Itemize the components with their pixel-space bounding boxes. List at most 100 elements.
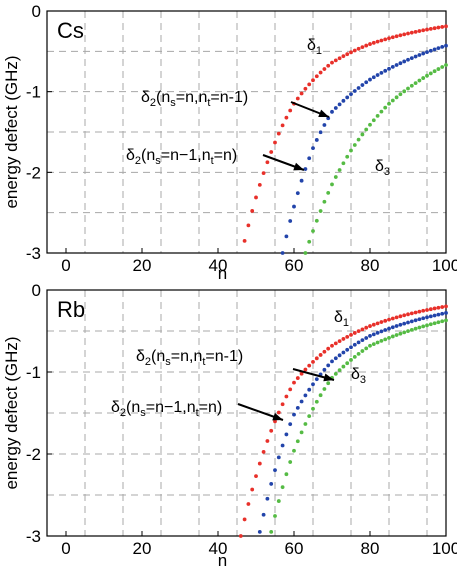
data-point <box>349 50 353 55</box>
data-point <box>413 81 418 85</box>
plot-frame <box>46 10 447 254</box>
data-point <box>352 331 357 335</box>
data-point <box>406 312 410 317</box>
data-point <box>425 27 429 32</box>
data-point <box>276 410 281 415</box>
data-point <box>273 419 277 424</box>
data-point <box>406 57 410 62</box>
annotation-part: t <box>196 407 199 419</box>
data-point <box>444 304 448 309</box>
data-point <box>413 29 418 34</box>
data-point <box>318 209 323 213</box>
data-point <box>432 321 437 326</box>
series-δ1 <box>238 304 448 538</box>
data-point <box>356 86 361 90</box>
data-point <box>402 330 407 335</box>
y-tick-label: -3 <box>26 527 41 546</box>
data-point <box>345 52 350 57</box>
data-point <box>417 317 422 322</box>
data-point <box>352 342 357 347</box>
data-point <box>379 329 384 334</box>
data-point <box>409 319 414 324</box>
data-point <box>375 73 380 77</box>
data-point <box>413 310 418 315</box>
data-point <box>375 113 380 118</box>
data-point <box>311 406 315 411</box>
annotation-part: 2 <box>120 407 126 419</box>
data-point <box>307 239 312 244</box>
data-point <box>326 381 331 386</box>
data-point <box>371 40 376 45</box>
data-point <box>432 306 437 311</box>
data-point <box>246 223 251 228</box>
data-point <box>360 83 365 87</box>
data-point <box>341 98 346 103</box>
y-tick-label: -1 <box>26 83 41 102</box>
data-point <box>299 399 304 404</box>
data-point <box>402 321 407 326</box>
data-point <box>428 322 433 327</box>
data-point <box>322 67 327 71</box>
data-point <box>257 182 262 187</box>
data-point <box>436 25 441 30</box>
data-point <box>326 346 331 351</box>
data-point <box>390 316 395 321</box>
data-point <box>352 143 357 147</box>
data-point <box>311 229 315 233</box>
data-point <box>390 325 395 330</box>
data-point <box>398 322 403 327</box>
data-point <box>322 123 327 127</box>
data-point <box>383 328 388 332</box>
data-point <box>360 349 365 353</box>
y-tick-labels: 0 -1 -2 -3 <box>26 281 52 546</box>
data-point <box>371 322 376 327</box>
data-point <box>409 56 414 61</box>
x-axis-label: n <box>218 551 227 570</box>
panel-label: Cs <box>57 18 84 43</box>
data-point <box>257 461 262 466</box>
data-point <box>311 382 315 387</box>
data-point <box>273 468 277 473</box>
data-point <box>440 44 445 49</box>
data-point <box>257 530 262 534</box>
data-point <box>417 325 422 330</box>
data-point <box>307 363 312 368</box>
data-point <box>432 26 437 31</box>
data-point <box>364 336 369 340</box>
data-point <box>398 92 403 97</box>
data-point <box>276 499 281 503</box>
data-point <box>413 326 418 331</box>
data-point <box>409 83 414 88</box>
data-point <box>436 320 441 325</box>
data-point <box>311 146 315 151</box>
data-point <box>440 311 445 316</box>
data-point <box>436 312 441 317</box>
x-tick-label: 40 <box>209 539 228 558</box>
data-point <box>322 199 327 204</box>
series-δ1 <box>242 24 448 243</box>
data-point <box>360 327 365 332</box>
data-point <box>406 31 410 36</box>
data-point <box>425 323 429 328</box>
data-point <box>417 78 422 83</box>
data-point <box>265 439 270 443</box>
data-point <box>444 311 448 315</box>
annotation-4: δ3 <box>375 158 390 178</box>
data-point <box>387 317 391 322</box>
data-point <box>246 502 251 506</box>
annotation-part: δ <box>136 348 145 365</box>
annotation-part: 2 <box>150 97 156 109</box>
data-point <box>330 343 334 348</box>
data-point <box>330 359 334 364</box>
data-point <box>292 380 296 385</box>
data-point <box>269 428 274 433</box>
y-tick-label: 0 <box>32 2 41 21</box>
data-point <box>368 122 372 127</box>
data-point <box>406 86 410 91</box>
data-point <box>421 308 426 313</box>
y-tick-label: -1 <box>26 363 41 382</box>
x-tick-label: 40 <box>209 256 228 275</box>
data-point <box>341 54 346 59</box>
panel-label: Rb <box>57 297 85 322</box>
